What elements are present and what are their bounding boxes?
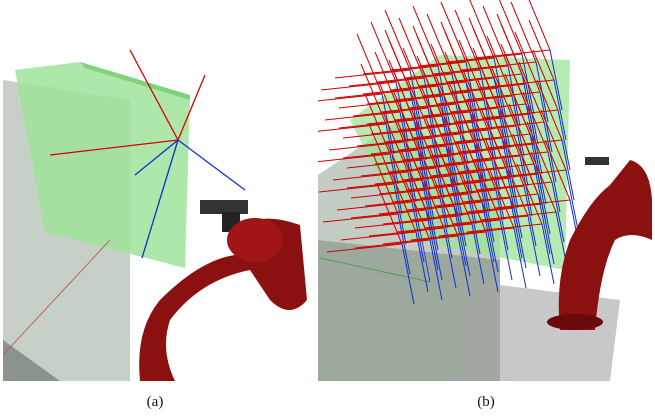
panel-b-image <box>307 0 652 381</box>
figure: (a) (b) <box>0 0 655 416</box>
caption: (a) <box>125 394 185 411</box>
panel-a-image <box>3 0 307 381</box>
figure-images <box>0 0 655 390</box>
caption: (b) <box>456 394 516 411</box>
